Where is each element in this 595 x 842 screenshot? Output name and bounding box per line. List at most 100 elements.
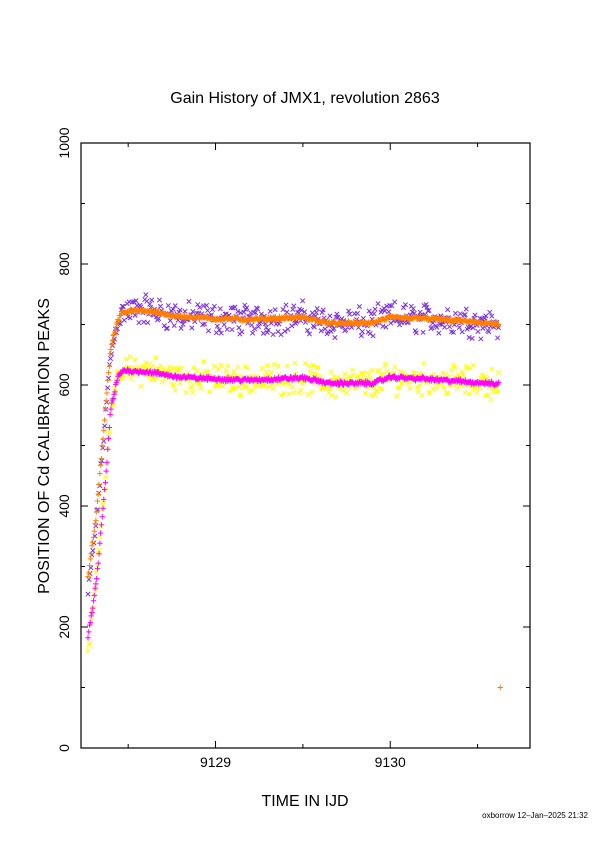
data-point bbox=[291, 303, 297, 309]
data-point bbox=[495, 321, 502, 328]
data-point bbox=[421, 360, 427, 366]
axis-ticks-layer: 0 200 400 600 800 1000 9129 9130 bbox=[56, 127, 530, 770]
data-point bbox=[186, 298, 192, 304]
data-point bbox=[108, 406, 114, 412]
x-tick-label: 9130 bbox=[375, 754, 406, 770]
data-point bbox=[261, 383, 267, 389]
data-point bbox=[485, 392, 491, 398]
data-point bbox=[426, 307, 432, 313]
data-point bbox=[281, 391, 287, 397]
data-point bbox=[318, 328, 324, 334]
data-point bbox=[386, 372, 393, 379]
data-point bbox=[272, 307, 278, 313]
data-point bbox=[96, 481, 102, 488]
data-point bbox=[356, 303, 362, 310]
data-point bbox=[260, 330, 266, 336]
data-point bbox=[331, 325, 337, 331]
data-point bbox=[171, 323, 177, 329]
data-point bbox=[202, 321, 208, 327]
data-point bbox=[459, 329, 465, 335]
data-point bbox=[271, 361, 277, 367]
data-point bbox=[375, 301, 381, 307]
data-point bbox=[94, 565, 101, 572]
data-point bbox=[147, 301, 153, 307]
data-point bbox=[89, 609, 95, 616]
data-point bbox=[407, 385, 413, 391]
data-point bbox=[441, 384, 447, 390]
data-point bbox=[93, 523, 99, 529]
data-point bbox=[196, 317, 203, 323]
data-point bbox=[334, 379, 340, 385]
data-point bbox=[495, 379, 502, 386]
data-point bbox=[417, 309, 423, 315]
data-point bbox=[313, 375, 319, 382]
data-point bbox=[105, 377, 111, 384]
data-point bbox=[489, 313, 495, 319]
data-point bbox=[313, 317, 319, 323]
data-point bbox=[86, 562, 93, 569]
data-point bbox=[177, 307, 183, 313]
data-point bbox=[107, 355, 114, 362]
data-point bbox=[124, 366, 131, 372]
data-point bbox=[159, 379, 166, 385]
data-point bbox=[454, 385, 460, 392]
data-point bbox=[283, 302, 289, 308]
data-point bbox=[104, 459, 110, 466]
data-point bbox=[225, 363, 231, 369]
data-point bbox=[202, 369, 208, 375]
data-point bbox=[434, 385, 440, 391]
data-point bbox=[423, 301, 429, 307]
data-point bbox=[97, 534, 103, 540]
data-point bbox=[182, 308, 188, 314]
data-point bbox=[331, 374, 337, 380]
data-point bbox=[264, 362, 270, 368]
data-point bbox=[109, 400, 115, 406]
data-point bbox=[470, 362, 476, 368]
data-point bbox=[265, 384, 271, 390]
data-point bbox=[387, 303, 393, 309]
data-point bbox=[143, 292, 149, 298]
data-point bbox=[450, 362, 457, 368]
data-point bbox=[448, 367, 455, 373]
data-point bbox=[259, 365, 265, 371]
data-point bbox=[163, 325, 169, 331]
data-point bbox=[100, 505, 106, 512]
data-point bbox=[198, 385, 204, 391]
data-point bbox=[97, 470, 103, 477]
data-point bbox=[105, 435, 112, 442]
data-point bbox=[462, 390, 468, 396]
data-point bbox=[194, 367, 200, 374]
data-point bbox=[229, 384, 235, 390]
data-point bbox=[362, 390, 368, 396]
data-point bbox=[263, 324, 269, 331]
data-point bbox=[149, 297, 155, 303]
data-point bbox=[172, 303, 178, 309]
data-point bbox=[172, 387, 178, 393]
data-point bbox=[127, 315, 133, 321]
data-point bbox=[402, 302, 409, 308]
data-point bbox=[128, 375, 134, 382]
data-point bbox=[410, 306, 416, 312]
data-point bbox=[96, 551, 102, 557]
data-point bbox=[105, 446, 111, 452]
data-point bbox=[227, 388, 233, 394]
data-point bbox=[101, 438, 107, 444]
data-point bbox=[487, 309, 493, 315]
data-point bbox=[211, 303, 217, 309]
data-point bbox=[86, 622, 93, 628]
data-point bbox=[329, 392, 335, 399]
data-point bbox=[110, 332, 117, 339]
data-point bbox=[129, 299, 135, 305]
data-point bbox=[87, 556, 94, 562]
data-point bbox=[97, 462, 104, 468]
data-point bbox=[313, 309, 319, 315]
data-point bbox=[450, 329, 457, 335]
data-point bbox=[292, 360, 298, 366]
data-point bbox=[332, 334, 338, 341]
data-point bbox=[489, 366, 495, 372]
data-point bbox=[195, 302, 201, 308]
data-point bbox=[327, 313, 333, 319]
data-point bbox=[236, 384, 242, 390]
data-point bbox=[282, 380, 288, 386]
data-point bbox=[386, 309, 392, 315]
